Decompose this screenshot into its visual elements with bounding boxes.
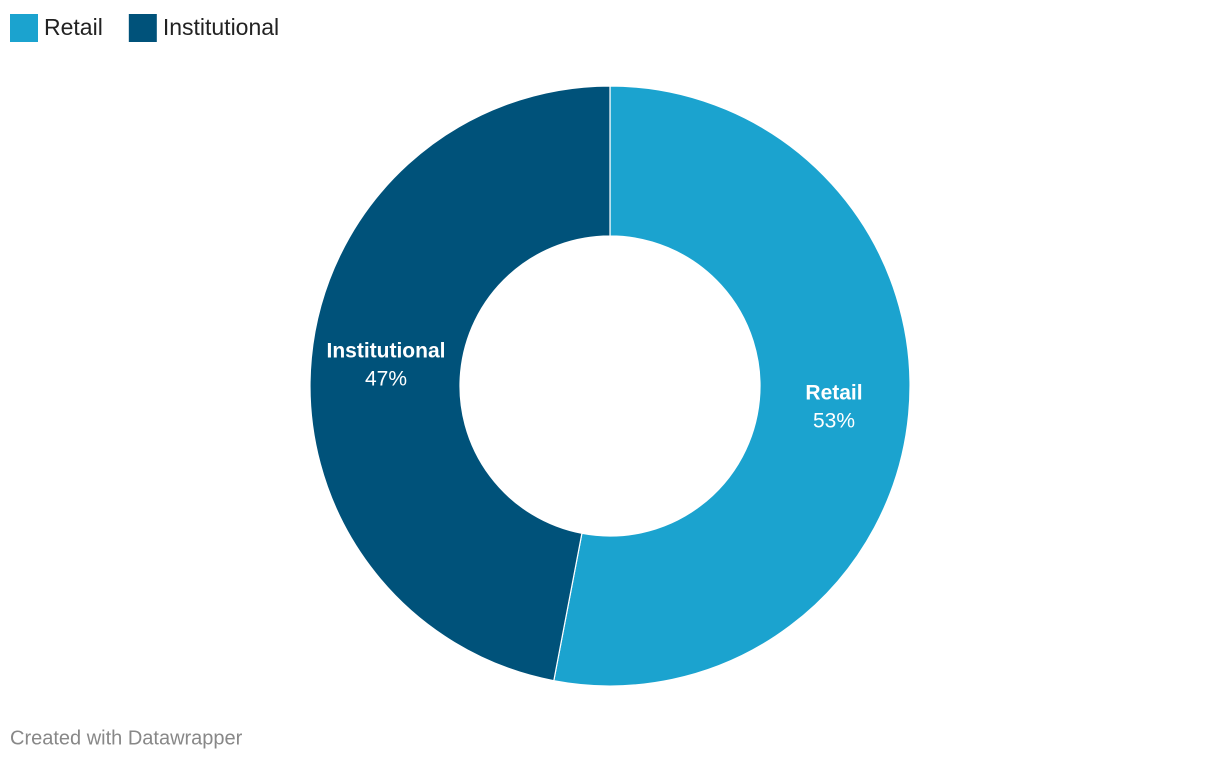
segment-name: Retail — [805, 382, 862, 405]
segment-value: 53% — [813, 410, 855, 433]
legend: Retail Institutional — [10, 14, 279, 42]
segment-value: 47% — [365, 367, 407, 390]
legend-label: Retail — [44, 14, 103, 40]
donut-segment — [309, 85, 611, 682]
credit: Created with Datawrapper — [10, 727, 243, 749]
segment-labels: Retail 53% Institutional 47% — [326, 339, 862, 432]
legend-swatch — [10, 14, 38, 42]
legend-swatch — [128, 14, 157, 42]
donut-segment — [553, 85, 911, 687]
donut — [309, 85, 911, 687]
segment-name: Institutional — [326, 339, 445, 362]
legend-label: Institutional — [163, 14, 279, 40]
